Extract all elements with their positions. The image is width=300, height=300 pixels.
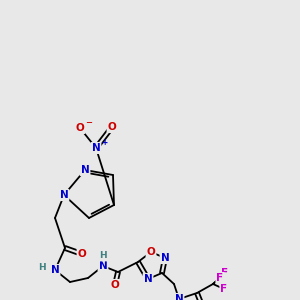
Text: N: N	[60, 190, 68, 200]
Text: F: F	[221, 268, 229, 278]
Text: O: O	[147, 247, 155, 257]
Text: O: O	[76, 123, 84, 133]
Text: −: −	[85, 118, 92, 127]
Text: N: N	[175, 294, 183, 300]
Text: O: O	[108, 122, 116, 132]
Text: H: H	[99, 251, 107, 260]
Text: N: N	[160, 253, 169, 263]
Text: O: O	[78, 249, 86, 259]
Text: F: F	[220, 284, 228, 294]
Text: N: N	[51, 265, 59, 275]
Text: N: N	[81, 165, 89, 175]
Text: O: O	[111, 280, 119, 290]
Text: N: N	[92, 143, 100, 153]
Text: F: F	[216, 273, 224, 283]
Text: H: H	[38, 263, 46, 272]
Text: +: +	[101, 138, 107, 147]
Text: N: N	[99, 261, 107, 271]
Text: N: N	[144, 274, 152, 284]
